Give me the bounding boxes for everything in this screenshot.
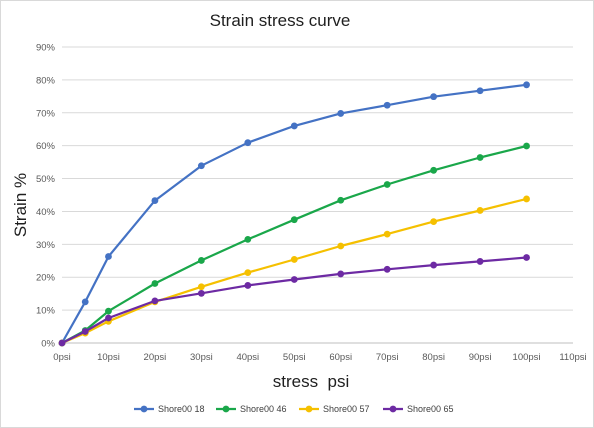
y-tick-label: 30% [36,240,56,251]
data-point [523,254,530,261]
data-point [523,142,530,150]
data-point [290,122,298,130]
y-axis-title: Strain % [11,173,30,237]
data-point [105,307,112,315]
data-point [105,253,112,260]
y-tick-label: 80% [36,75,56,86]
legend-marker [305,405,313,413]
legend-item: Shore00 65 [383,404,454,414]
x-tick-label: 0psi [53,352,70,363]
y-tick-label: 20% [36,273,56,284]
data-point [197,283,205,291]
data-point [430,261,438,269]
x-tick-label: 60psi [329,352,352,363]
data-point [523,195,530,203]
data-point [244,139,252,147]
data-point [337,196,345,204]
data-point [476,258,484,265]
chart-title: Strain stress curve [210,11,351,30]
x-tick-label: 70psi [376,352,399,363]
y-tick-label: 60% [36,141,56,152]
data-point [244,282,252,289]
x-tick-label: 50psi [283,352,306,363]
data-point [476,207,484,214]
legend-item: Shore00 18 [134,404,205,414]
legend-item: Shore00 46 [216,404,287,414]
x-tick-label: 40psi [236,352,259,363]
data-point [197,289,205,297]
data-point [197,257,205,264]
x-axis-ticks: 0psi 10psi 20psi 30psi 40psi 50psi 60psi 70psi 8… [53,352,586,363]
data-point [337,110,345,117]
legend-item: Shore00 57 [299,404,370,414]
data-point [197,162,205,170]
series-line [61,256,527,344]
legend-label: Shore00 57 [323,404,370,414]
data-point [337,270,345,278]
gridlines [62,46,573,311]
data-point [105,314,112,322]
data-point [151,297,159,305]
x-tick-label: 20psi [144,352,167,363]
y-axis-ticks: 0% 10% 20% 30% 40% 50% 60% 70% 80% 90% [36,43,56,350]
data-point [430,218,438,226]
series-line [61,197,527,345]
x-tick-label: 30psi [190,352,213,363]
x-tick-label: 90psi [469,352,492,363]
series-shore00-65 [58,254,530,347]
data-point [244,236,252,243]
series-layer [58,81,530,347]
data-point [383,101,391,109]
data-point [476,154,484,161]
y-tick-label: 90% [36,43,56,54]
legend-marker [222,405,230,413]
data-point [244,269,252,277]
data-point [58,339,66,347]
x-tick-label: 80psi [422,352,445,363]
data-point [81,298,89,306]
series-shore00-46 [58,142,530,347]
series-line [61,83,527,344]
data-point [81,328,89,335]
series-shore00-18 [58,81,530,347]
data-point [476,87,484,95]
y-tick-label: 0% [41,339,55,350]
legend-label: Shore00 65 [407,404,454,414]
data-point [383,181,391,188]
y-tick-label: 70% [36,108,56,119]
x-tick-label: 10psi [97,352,120,363]
legend-marker [389,405,397,413]
data-point [523,81,530,89]
y-tick-label: 50% [36,174,56,185]
x-tick-label: 100psi [513,352,541,363]
data-point [151,280,159,287]
legend: Shore00 18 Shore00 46 Shore00 57 Shore00 65 [134,404,454,414]
legend-label: Shore00 46 [240,404,287,414]
series-line [61,144,527,344]
data-point [290,216,298,224]
data-point [337,242,345,250]
data-point [383,230,391,238]
legend-marker [140,405,148,413]
x-tick-label: 110psi [559,352,586,363]
data-point [290,276,298,283]
data-point [430,166,438,174]
data-point [383,265,391,273]
y-tick-label: 40% [36,207,56,218]
y-tick-label: 10% [36,306,56,317]
x-axis-title: stress psi [273,372,350,391]
data-point [430,93,438,101]
legend-label: Shore00 18 [158,404,205,414]
data-point [151,197,159,204]
data-point [290,256,298,263]
